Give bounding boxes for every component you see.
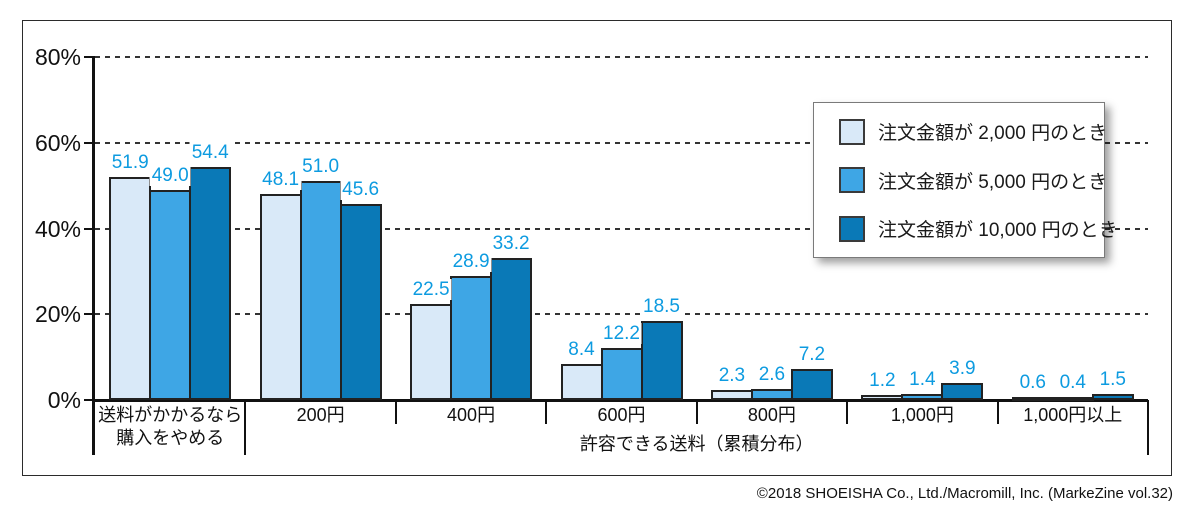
gridline-40%	[95, 227, 1148, 230]
bar-series2-cat3	[450, 276, 493, 400]
legend-item-10000yen: 注文金額が 10,000 円のとき	[839, 215, 1118, 242]
legend-label: 注文金額が 10,000 円のとき	[878, 220, 1118, 241]
bar-value-label: 1.5	[1097, 368, 1128, 390]
bar-value-label: 33.2	[490, 232, 532, 254]
y-axis-label: 0%	[47, 387, 81, 413]
bar-series3-cat2	[339, 204, 382, 400]
category-label: 400円	[447, 405, 496, 425]
category-label: 1,000円	[890, 405, 954, 425]
bar-series3-cat5	[790, 369, 833, 400]
category-tick	[394, 400, 397, 424]
y-axis-tick	[84, 141, 95, 144]
bar-value-label: 0.4	[1057, 372, 1088, 393]
legend-item-2000yen: 注文金額が 2,000 円のとき	[839, 118, 1107, 145]
bar-value-label: 12.2	[601, 322, 642, 344]
bar-series2-cat7	[1051, 397, 1094, 401]
gridline-20%	[95, 313, 1148, 316]
bar-value-label: 45.6	[340, 179, 382, 201]
bar-series2-cat4	[600, 347, 643, 400]
legend-swatch-2000yen	[839, 118, 865, 145]
bar-value-label: 48.1	[260, 168, 302, 190]
bar-series1-cat4	[560, 363, 603, 400]
legend-label: 注文金額が 5,000 円のとき	[878, 171, 1108, 193]
bar-value-label: 49.0	[149, 164, 191, 186]
legend-swatch-5000yen	[839, 167, 865, 193]
category-tick	[545, 400, 548, 424]
category-label: 送料がかかるなら 購入をやめる	[98, 405, 243, 448]
legend-item-5000yen: 注文金額が 5,000 円のとき	[839, 167, 1107, 194]
category-separator	[244, 400, 247, 455]
bar-value-label: 0.6	[1017, 372, 1048, 393]
bar-value-label: 28.9	[450, 251, 492, 273]
bar-value-label: 51.0	[300, 156, 342, 178]
bar-series3-cat3	[490, 257, 533, 400]
bar-value-label: 3.9	[947, 358, 978, 380]
bar-value-label: 1.2	[867, 369, 898, 391]
bar-series2-cat1	[149, 189, 192, 400]
x-axis-line	[92, 399, 1148, 402]
category-label: 600円	[597, 405, 646, 425]
y-axis-tick	[84, 399, 95, 401]
copyright-text: ©2018 SHOEISHA Co., Ltd./Macromill, Inc.…	[756, 485, 1173, 502]
y-axis-line	[92, 57, 95, 455]
bar-value-label: 2.6	[756, 363, 788, 385]
bar-value-label: 1.4	[907, 368, 938, 390]
bar-value-label: 8.4	[566, 338, 597, 360]
y-axis-label: 60%	[34, 129, 81, 156]
bar-value-label: 54.4	[189, 141, 231, 163]
bar-series3-cat7	[1091, 393, 1134, 400]
bar-series1-cat6	[861, 394, 904, 400]
y-axis-label: 40%	[34, 215, 81, 242]
figure-border	[22, 20, 1172, 476]
gridline-60%	[95, 141, 1148, 144]
x-axis-title: 許容できる送料（累積分布）	[579, 434, 814, 454]
bar-value-label: 2.3	[716, 365, 748, 387]
y-axis-label: 80%	[34, 44, 81, 70]
bar-series1-cat2	[259, 193, 302, 400]
category-label: 1,000円以上	[1023, 405, 1123, 425]
bar-series2-cat2	[299, 181, 342, 400]
y-axis-tick	[84, 313, 95, 316]
category-label: 200円	[296, 405, 345, 425]
bar-series2-cat5	[750, 388, 793, 400]
bar-series3-cat4	[640, 320, 683, 400]
bar-series1-cat7	[1011, 397, 1054, 401]
bar-series2-cat6	[901, 393, 944, 400]
y-axis-label: 20%	[34, 301, 81, 328]
bar-series1-cat1	[109, 177, 152, 400]
legend: 注文金額が 2,000 円のとき 注文金額が 5,000 円のとき 注文金額が …	[813, 102, 1118, 258]
bar-value-label: 51.9	[109, 152, 151, 174]
y-axis-tick	[84, 56, 95, 58]
bar-series3-cat6	[941, 383, 984, 400]
gridline-80%	[95, 56, 1148, 58]
category-tick	[695, 400, 698, 424]
y-axis-tick	[84, 227, 95, 230]
bar-value-label: 18.5	[641, 295, 682, 317]
category-tick	[846, 400, 849, 424]
category-label: 800円	[747, 405, 796, 425]
bar-value-label: 22.5	[410, 278, 452, 300]
legend-swatch-10000yen	[839, 215, 865, 242]
bar-value-label: 7.2	[796, 344, 828, 366]
axis-end-line	[1147, 400, 1149, 455]
bar-series1-cat3	[410, 303, 453, 400]
bar-series1-cat5	[710, 390, 753, 400]
legend-label: 注文金額が 2,000 円のとき	[878, 123, 1108, 144]
category-tick	[996, 400, 999, 424]
bar-series3-cat1	[189, 166, 232, 400]
